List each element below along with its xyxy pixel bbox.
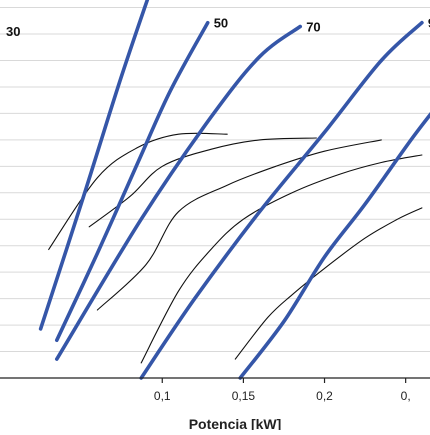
- x-tick-label: 0,15: [232, 389, 256, 403]
- x-tick-label: 0,1: [154, 389, 171, 403]
- x-tick-label: 0,: [401, 389, 411, 403]
- series-label-50: 50: [214, 16, 228, 31]
- series-lines-layer: [38, 0, 430, 380]
- series-label-30: 30: [6, 24, 20, 39]
- series-line-unlabeled: [238, 111, 430, 380]
- series-label-90: 90: [428, 16, 430, 31]
- efficiency-curve: [88, 137, 317, 228]
- axis-layer: 0,1 0,15 0,2 0,: [0, 377, 430, 403]
- efficiency-curve: [96, 139, 382, 311]
- efficiency-curve: [48, 132, 228, 251]
- efficiency-curves-layer: [48, 132, 423, 364]
- series-label-70: 70: [306, 19, 320, 34]
- series-line-50: [55, 20, 210, 342]
- x-tick-label: 0,2: [316, 389, 333, 403]
- efficiency-curve: [234, 207, 423, 360]
- series-labels-layer: 30 50 70 90: [6, 16, 430, 39]
- series-line-70: [55, 24, 302, 361]
- x-axis-label: Potencia [kW]: [189, 416, 282, 430]
- series-line-90: [139, 20, 424, 380]
- grid-layer: [0, 7, 430, 353]
- series-line-30: [38, 0, 150, 331]
